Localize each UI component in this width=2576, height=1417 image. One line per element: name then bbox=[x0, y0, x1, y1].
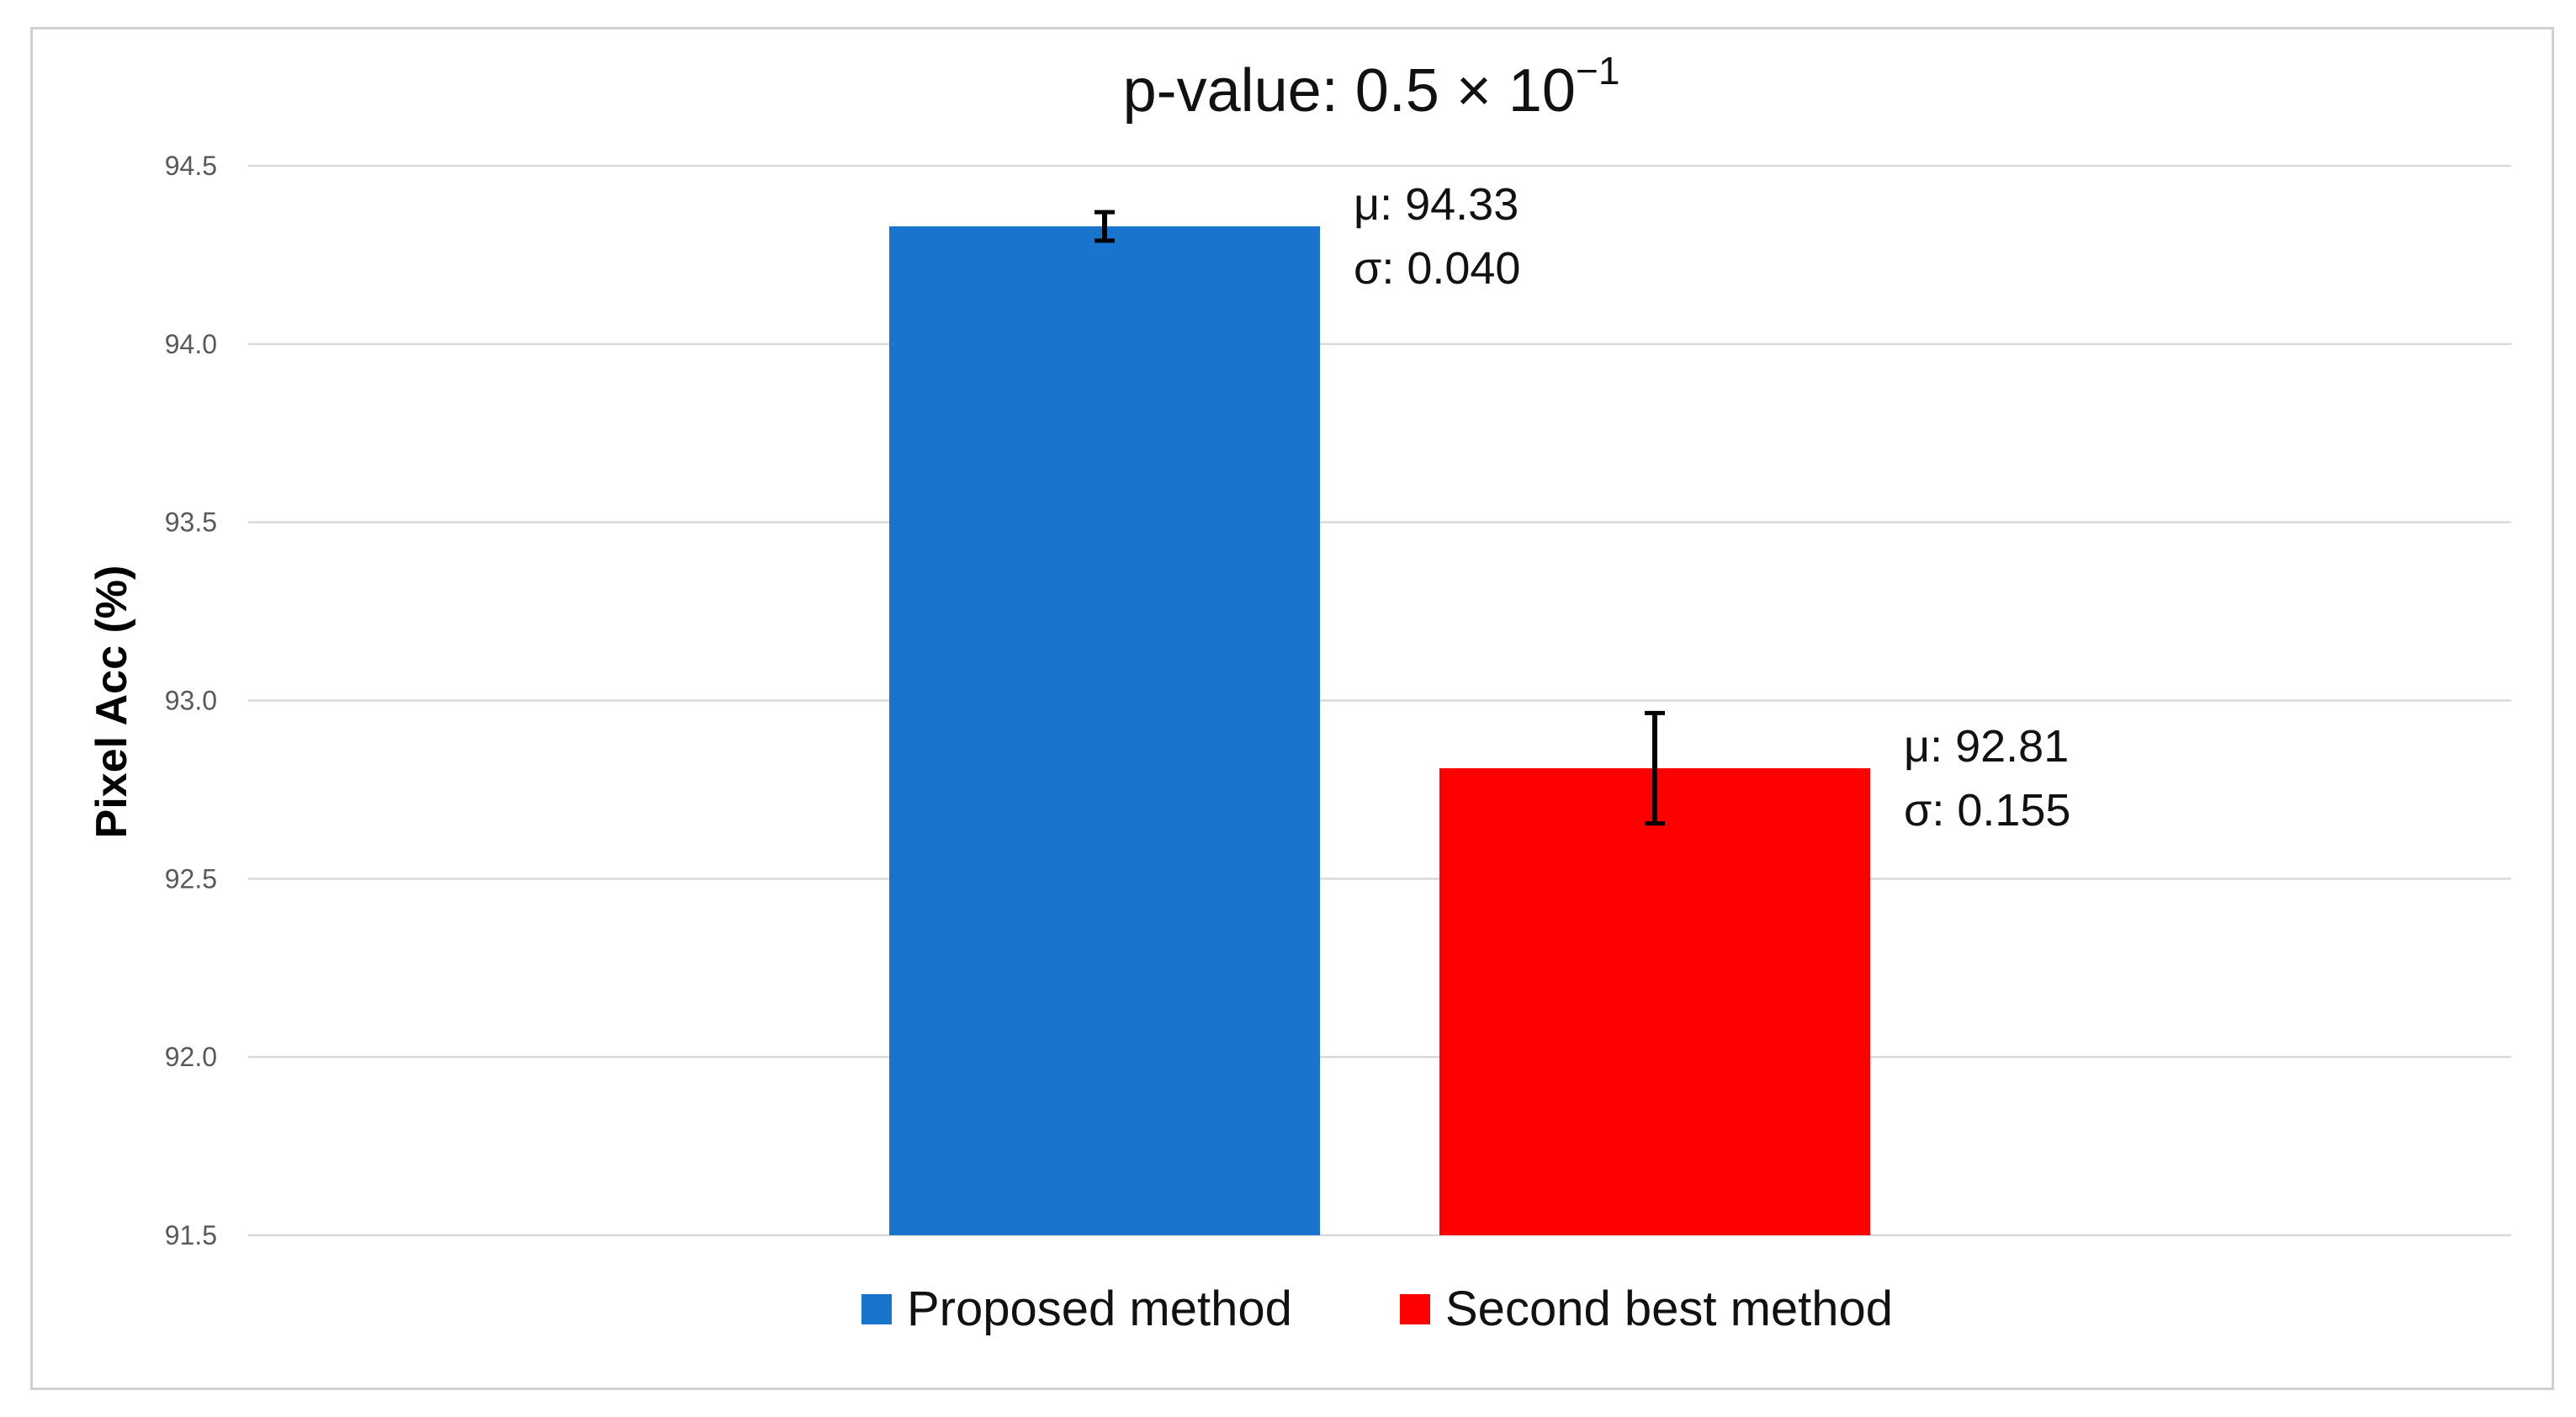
bar-proposed-method bbox=[889, 226, 1320, 1236]
gridlines bbox=[248, 164, 2511, 1237]
legend-label: Second best method bbox=[1445, 1282, 1893, 1336]
y-tick-label: 91.5 bbox=[165, 1220, 217, 1250]
y-axis-label: Pixel Acc (%) bbox=[87, 565, 136, 839]
y-axis-ticks: 91.5 92.0 92.5 93.0 93.5 94.0 94.5 bbox=[165, 151, 217, 1250]
legend-label: Proposed method bbox=[907, 1282, 1292, 1336]
bars bbox=[889, 226, 1870, 1236]
y-tick-label: 92.0 bbox=[165, 1042, 217, 1072]
y-tick-label: 93.5 bbox=[165, 507, 217, 538]
bar-second-best-method bbox=[1439, 767, 1870, 1235]
chart-title: p-value: 0.5 × 10−1 bbox=[1123, 49, 1620, 125]
legend-swatch bbox=[1400, 1294, 1430, 1324]
annotations: μ: 94.33 σ: 0.040 μ: 92.81 σ: 0.155 bbox=[1354, 179, 2070, 836]
mean-label: μ: 94.33 bbox=[1354, 179, 1519, 230]
title-exponent: −1 bbox=[1576, 49, 1619, 93]
std-label: σ: 0.155 bbox=[1904, 785, 2070, 836]
legend-swatch bbox=[861, 1294, 892, 1324]
y-tick-label: 93.0 bbox=[165, 686, 217, 716]
y-tick-label: 92.5 bbox=[165, 863, 217, 894]
legend: Proposed method Second best method bbox=[861, 1282, 1893, 1336]
y-tick-label: 94.5 bbox=[165, 151, 217, 181]
error-bars bbox=[1095, 210, 1665, 826]
y-tick-label: 94.0 bbox=[165, 329, 217, 359]
std-label: σ: 0.040 bbox=[1354, 243, 1520, 294]
mean-label: μ: 92.81 bbox=[1904, 721, 2069, 772]
